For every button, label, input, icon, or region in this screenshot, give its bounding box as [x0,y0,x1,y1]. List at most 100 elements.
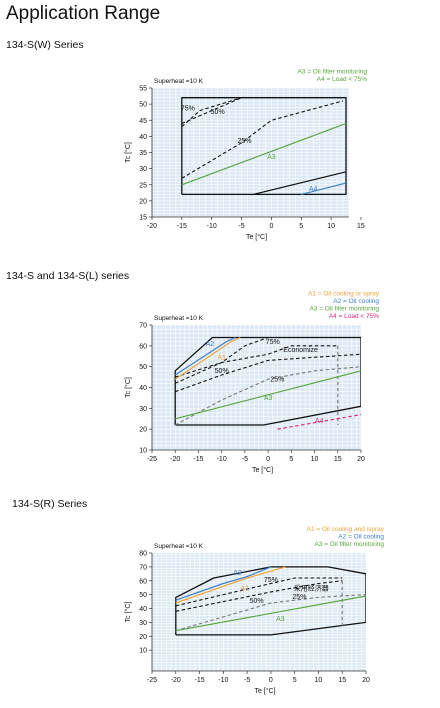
c2-legend-2: A2 = Oil cooling [338,534,384,541]
section-title-134sw: 134-S(W) Series [6,39,84,51]
c1-x-tick-label: 10 [311,456,319,463]
c1-annotation-50: 50% [215,368,229,375]
c1-superheat-label: Superheat =10 K [154,315,204,322]
c2-x-tick-label: 5 [293,677,297,684]
section-title-134s-134sl: 134-S and 134-S(L) series [6,270,130,282]
c1-x-tick-label: -20 [170,456,180,463]
c1-line-25 [174,366,361,426]
c1-legend-2: A2 = Oil cooling [333,298,379,305]
c1-annotation-25: 25% [270,376,284,383]
c1-line-a1 [174,336,241,380]
c2-superheat-label: Superheat =10 K [154,543,204,550]
c1-line-a4 [277,414,361,430]
c2-y-tick-label: 80 [139,551,147,558]
c0-x-tick-label: 10 [327,223,335,230]
c2-series-group [175,566,366,636]
c0-envelope [181,97,347,196]
c0-line-a3 [181,122,347,186]
c0-y-tick-label: 20 [139,198,147,205]
c2-x-tick-label: -10 [218,677,228,684]
c2-y-tick-label: 30 [139,620,147,627]
c0-line-a4 [301,182,347,195]
c2-annotation-a2: A2 [233,570,242,577]
c1-annotation-75: 75% [266,339,280,346]
c2-line-75 [175,577,343,607]
c0-y-tick-label: 50 [139,102,147,109]
c0-y-tick-label: 15 [139,215,147,222]
c2-line-50 [175,580,343,612]
c1-annotation-a4: A4 [315,418,324,425]
c1-annotation-a1: A1 [217,354,226,361]
c0-x-tick-label: 15 [357,223,365,230]
c2-x-tick-label: -5 [244,677,250,684]
c0-line-series-1 [253,171,347,195]
c2-annotation-25: 25% [292,594,306,601]
c0-x-tick-label: -20 [147,223,157,230]
c2-y-tick-label: 40 [139,606,147,613]
c1-y-tick-label: 30 [139,406,147,413]
c1-line-series-1 [175,345,338,378]
c1-y-tick-label: 60 [139,343,147,350]
c0-x-tick-label: -10 [207,223,217,230]
c2-annotation-a3: A3 [276,616,285,623]
section-title-134sr: 134-S(R) Series [12,498,88,510]
c2-plot-area [152,553,366,671]
c0-legend-2: A4 = Load < 75% [317,76,367,83]
c1-y-tick-label: 10 [139,448,147,455]
c1-x-tick-label: 5 [289,456,293,463]
c1-line-a3 [175,370,361,420]
c2-x-tick-label: 15 [338,677,346,684]
c2-annotation-a1: A1 [240,585,249,592]
c0-x-axis-label: Te [°C] [246,233,267,241]
c1-y-tick-label: 50 [139,364,147,371]
c1-x-tick-label: -15 [193,456,203,463]
c0-x-tick-label: 0 [269,223,273,230]
c0-superheat-label: Superheat =10 K [154,78,204,85]
c0-y-tick-label: 25 [139,182,147,189]
c2-y-tick-label: 10 [139,648,147,655]
c1-legend-4: A4 = Load < 75% [329,313,379,320]
c2-legend-3: A3 = Oil filter monitoring [314,541,384,548]
c1-y-axis-label: Tc [°C] [124,377,132,398]
c0-annotation-25: 25% [238,138,252,145]
c2-legend-1: A1 = Oil cooling and ispray [306,526,384,533]
c2-y-tick-label: 70 [139,564,147,571]
c2-annotation-item: 采用经济器 [294,583,329,592]
c0-y-tick-label: 45 [139,118,147,125]
c2-x-tick-label: 20 [362,677,370,684]
c0-x-tick-label: -5 [238,223,244,230]
c2-y-tick-label: 50 [139,592,147,599]
c1-annotation-a3: A3 [264,395,273,402]
c0-annotation-50: 50% [211,109,225,116]
c1-x-axis-label: Te [°C] [252,466,273,474]
c2-x-tick-label: 10 [315,677,323,684]
c2-line-25 [175,594,366,632]
c2-y-tick-label: 60 [139,578,147,585]
c1-x-tick-label: 15 [334,456,342,463]
c0-line-75 [181,97,242,125]
chart-134s-134sl: -25 -20 -15 -10 -5 0 5 10 15 20 10 20 30 40 50 60 70 Te [… [124,291,380,475]
c0-y-tick-label: 55 [139,86,147,93]
c1-line-50 [175,353,361,393]
c0-x-tick-label: -15 [177,223,187,230]
c0-annotation-a3: A3 [267,154,276,161]
c1-x-tick-label: 20 [357,456,365,463]
c0-x-tick-label: 5 [299,223,303,230]
c2-x-tick-label: 0 [269,677,273,684]
c1-line-a2 [174,336,236,376]
c1-legend-3: A3 = Oil filter monitoring [309,306,379,313]
c1-x-tick-label: 0 [266,456,270,463]
c2-y-axis-label: Tc [°C] [124,602,132,623]
c0-y-tick-label: 40 [139,134,147,141]
page-title: Application Range [6,3,161,24]
c2-annotation-75: 75% [264,577,278,584]
c2-annotation-50: 50% [250,598,264,605]
c2-line-a2 [175,566,272,601]
c1-envelope [174,336,361,426]
c1-y-tick-label: 40 [139,385,147,392]
c0-y-tick-label: 30 [139,166,147,173]
c1-y-tick-label: 20 [139,427,147,434]
c1-legend-1: A1 = Oil cooling or spray [308,291,380,298]
chart-134sr: -25 -20 -15 -10 -5 0 5 10 15 20 10 20 30 40 50 60 70 80 Te… [124,526,385,695]
c0-annotation-a4: A4 [309,186,318,193]
